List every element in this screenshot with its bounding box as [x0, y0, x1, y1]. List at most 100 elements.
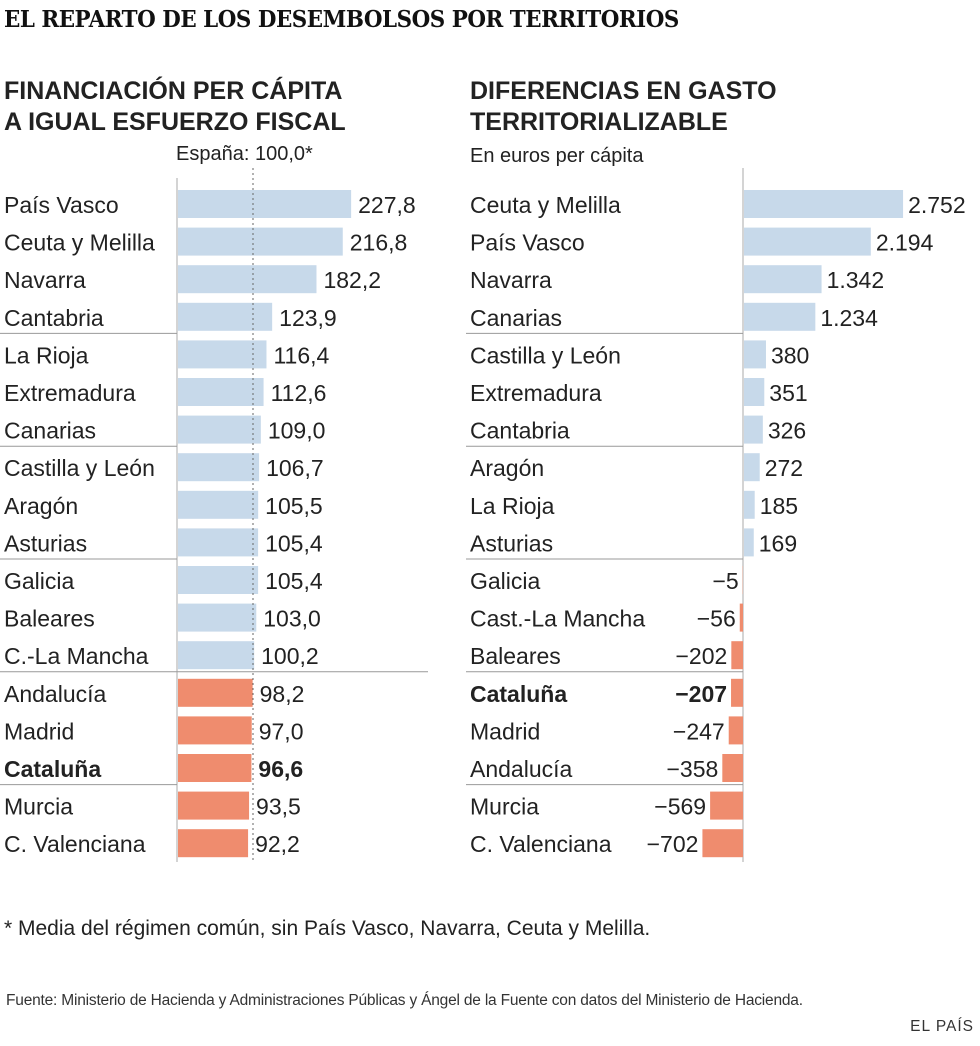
left-category-label: C. Valenciana — [4, 831, 146, 857]
right-category-label: Navarra — [470, 267, 552, 293]
right-value-label: −56 — [697, 606, 736, 632]
left-bar — [178, 340, 267, 369]
left-bar — [178, 603, 257, 632]
left-value-label: 93,5 — [256, 794, 301, 820]
right-value-label: −202 — [676, 643, 728, 669]
left-value-label: 216,8 — [350, 230, 408, 256]
right-bar — [744, 415, 763, 444]
left-category-label: Andalucía — [4, 681, 107, 707]
left-bar — [178, 190, 352, 218]
right-bar — [728, 716, 743, 745]
right-bar — [744, 490, 755, 519]
right-category-label: Cast.-La Mancha — [470, 606, 645, 632]
left-category-label: Extremadura — [4, 380, 136, 406]
left-bar — [178, 716, 252, 745]
right-category-label: Cantabria — [470, 418, 570, 444]
right-category-label: Asturias — [470, 530, 553, 556]
left-category-label: C.-La Mancha — [4, 643, 149, 669]
left-value-label: 100,2 — [261, 643, 319, 669]
right-category-label: Extremadura — [470, 380, 602, 406]
left-value-label: 227,8 — [358, 192, 416, 218]
left-value-label: 182,2 — [323, 267, 381, 293]
right-bar — [744, 528, 754, 557]
right-value-label: −358 — [666, 756, 718, 782]
right-value-label: −247 — [673, 718, 725, 744]
right-category-label: Ceuta y Melilla — [470, 192, 621, 218]
right-bar — [702, 829, 743, 858]
right-bar — [731, 678, 743, 707]
right-category-label: País Vasco — [470, 230, 585, 256]
left-bar — [178, 791, 250, 820]
right-bar — [722, 754, 743, 782]
right-bar — [744, 453, 760, 482]
right-value-label: 1.234 — [820, 305, 878, 331]
left-value-label: 97,0 — [259, 718, 304, 744]
right-value-label: −702 — [647, 831, 699, 857]
left-category-label: Murcia — [4, 794, 73, 820]
right-panel-subtitle: En euros per cápita — [470, 145, 644, 167]
right-category-label: C. Valenciana — [470, 831, 612, 857]
left-category-label: Galicia — [4, 568, 75, 594]
left-bar — [178, 829, 249, 858]
right-value-label: 326 — [768, 418, 806, 444]
left-bar — [178, 754, 252, 782]
right-panel-title-line2: TERRITORIALIZABLE — [470, 108, 728, 136]
right-panel-title: DIFERENCIAS EN GASTO TERRITORIALIZABLE — [470, 76, 777, 138]
right-bar — [744, 378, 765, 406]
right-category-label: Andalucía — [470, 756, 573, 782]
left-bar — [178, 528, 259, 557]
left-panel-title-line2: A IGUAL ESFUERZO FISCAL — [4, 108, 346, 136]
brand-label: EL PAÍS — [910, 1018, 974, 1035]
right-category-label: Cataluña — [470, 681, 567, 707]
left-value-label: 116,4 — [273, 342, 329, 368]
left-value-label: 106,7 — [266, 455, 324, 481]
left-bar-chart: País Vasco 227,8 Ceuta y Melilla 216,8 Navar… — [0, 168, 428, 862]
right-value-label: −207 — [675, 681, 727, 707]
right-bar — [744, 340, 766, 369]
right-value-label: 169 — [759, 530, 797, 556]
left-category-label: Ceuta y Melilla — [4, 230, 155, 256]
right-value-label: 272 — [765, 455, 803, 481]
left-bar — [178, 566, 259, 594]
right-bar — [744, 190, 904, 218]
right-category-label: Castilla y León — [470, 342, 621, 368]
right-value-label: −5 — [712, 568, 738, 594]
left-category-label: País Vasco — [4, 192, 119, 218]
left-value-label: 105,5 — [265, 493, 323, 519]
right-value-label: 351 — [769, 380, 807, 406]
right-value-label: 2.752 — [908, 192, 966, 218]
left-category-label: Baleares — [4, 606, 95, 632]
left-bar — [178, 490, 259, 519]
right-category-label: Murcia — [470, 794, 539, 820]
left-category-label: Aragón — [4, 493, 78, 519]
right-value-label: 2.194 — [876, 230, 934, 256]
left-bar — [178, 678, 253, 707]
right-value-label: 380 — [771, 342, 809, 368]
left-bar — [178, 265, 317, 294]
left-category-label: Madrid — [4, 718, 74, 744]
right-category-label: Galicia — [470, 568, 541, 594]
left-category-label: Castilla y León — [4, 455, 155, 481]
left-value-label: 112,6 — [271, 380, 327, 406]
left-value-label: 105,4 — [265, 530, 323, 556]
left-panel-title: FINANCIACIÓN PER CÁPITA A IGUAL ESFUERZO… — [4, 76, 346, 138]
left-category-label: La Rioja — [4, 342, 89, 368]
right-bar — [744, 265, 822, 294]
right-bar — [744, 302, 816, 331]
left-value-label: 96,6 — [258, 756, 303, 782]
right-value-label: −569 — [654, 794, 706, 820]
left-category-label: Canarias — [4, 418, 96, 444]
right-value-label: 185 — [760, 493, 798, 519]
right-value-label: 1.342 — [827, 267, 885, 293]
right-category-label: Aragón — [470, 455, 544, 481]
footnote: * Media del régimen común, sin País Vasc… — [4, 917, 651, 940]
right-category-label: Madrid — [470, 718, 540, 744]
main-title: EL REPARTO DE LOS DESEMBOLSOS POR TERRIT… — [4, 6, 679, 33]
right-category-label: Canarias — [470, 305, 562, 331]
left-bar — [178, 453, 260, 482]
left-category-label: Cantabria — [4, 305, 104, 331]
right-panel-title-line1: DIFERENCIAS EN GASTO — [470, 77, 777, 105]
left-value-label: 103,0 — [263, 606, 321, 632]
reference-label: España: 100,0* — [176, 143, 313, 165]
